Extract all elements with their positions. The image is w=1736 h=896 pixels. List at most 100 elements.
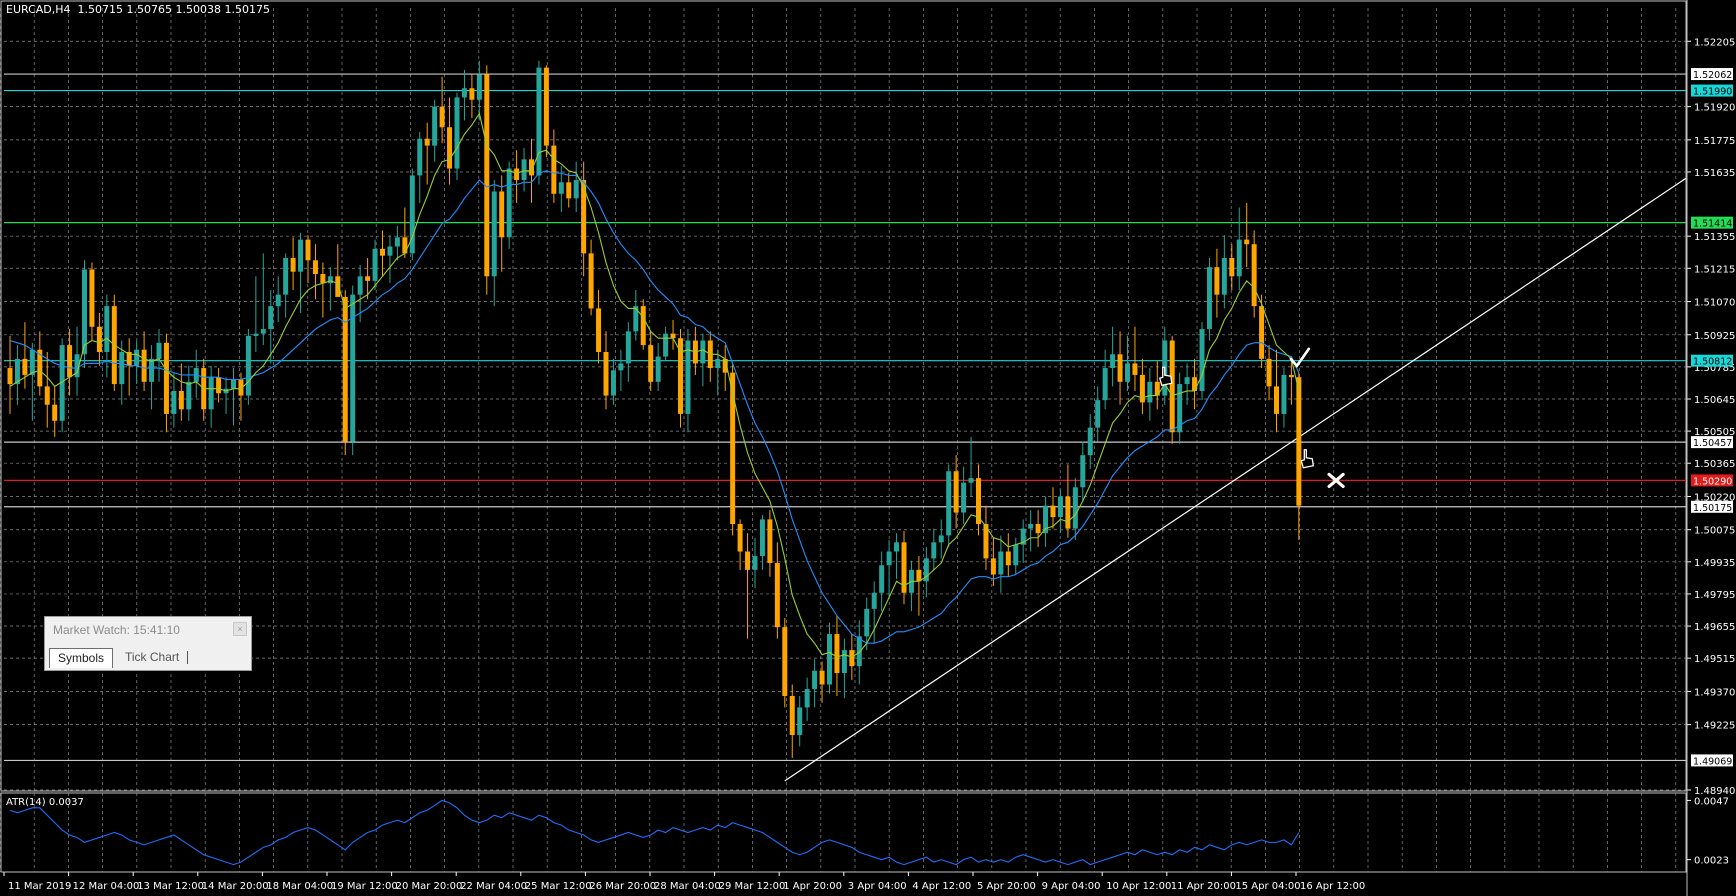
bull-candle [454,97,460,169]
bear-candle [849,650,855,667]
bear-candle [1035,523,1041,534]
bear-candle [37,349,43,387]
bull-candle [476,74,482,100]
chart-header: EURCAD,H4 1.50715 1.50765 1.50038 1.5017… [6,3,270,16]
bull-candle [1221,257,1227,295]
bear-candle [581,179,587,254]
candles [7,60,1302,758]
bull-candle [350,294,356,442]
time-label: 16 Apr 12:00 [1300,881,1365,892]
atr-tick-label: 0.0023 [1694,856,1729,867]
bear-candle [89,269,95,327]
level-price-tag [1691,354,1733,367]
bear-candle [976,478,981,524]
bear-candle [1229,257,1235,277]
level-price-label: 1.50457 [1693,438,1732,449]
bear-candle [1005,551,1011,566]
bull-candle [29,349,35,375]
bull-candle [1125,363,1130,382]
bear-candle [44,386,50,405]
bear-candle [216,377,222,394]
price-tick-label: 1.49515 [1694,654,1735,665]
bear-candle [648,345,654,382]
atr-line [9,799,1300,866]
time-label: 22 Mar 04:00 [460,881,527,892]
time-label: 9 Apr 04:00 [1042,881,1101,892]
price-tick-label: 1.51215 [1694,264,1735,275]
bear-candle [1117,354,1123,382]
bear-candle [163,342,169,414]
bull-candle [82,269,87,355]
time-label: 13 Mar 12:00 [137,881,204,892]
bull-candle [871,592,877,609]
bear-candle [1192,377,1198,391]
bull-candle [327,276,333,284]
bull-candle [260,329,266,334]
tab-tick-chart[interactable]: Tick Chart [125,650,180,664]
bull-candle [74,354,80,378]
price-tick-label: 1.50075 [1694,526,1735,537]
price-axis: 1.52205 1.51920 1.51775 1.51635 1.51355 1.512… [1686,0,1735,896]
bear-candle [312,260,318,275]
bear-candle [178,390,184,410]
price-tick-label: 1.49370 [1694,687,1735,698]
bear-candle [1169,340,1175,433]
close-icon[interactable]: × [233,622,247,636]
bull-candle [506,168,512,238]
bear-candle [834,634,840,674]
bear-candle [1274,386,1279,414]
price-tick-label: 1.51070 [1694,298,1735,309]
price-tick-label: 1.51775 [1694,136,1735,147]
time-label: 26 Mar 20:00 [589,881,656,892]
bull-candle [841,650,847,674]
bull-candle [1095,400,1101,428]
bear-candle [782,627,788,696]
bear-candle [126,351,132,366]
bull-candle [1236,239,1242,277]
bull-candle [491,191,497,277]
trendline [784,177,1687,782]
bear-candle [819,670,825,685]
bull-candle [864,608,870,637]
bull-candle [797,707,803,735]
bear-candle [566,182,572,199]
time-label: 18 Mar 04:00 [266,881,333,892]
bear-candle [990,558,996,575]
price-tick-label: 1.49225 [1694,721,1735,732]
bull-candle [625,331,631,364]
bear-candle [901,542,907,593]
bull-candle [1087,427,1093,456]
bear-candle [1050,505,1056,518]
bull-candle [1020,528,1026,545]
price-tick-label: 1.49795 [1694,590,1735,601]
bull-candle [521,159,527,180]
time-label: 1 Apr 20:00 [783,881,842,892]
bear-candle [640,306,646,346]
bull-candle [417,138,423,176]
bull-candle [827,634,832,685]
bull-candle [998,551,1004,575]
bull-candle [1177,384,1183,433]
atr-tick-label: 0.0047 [1694,796,1729,807]
market-watch-panel[interactable]: Market Watch: 15:41:10 × Symbols Tick Ch… [44,616,252,671]
bear-candle [1065,496,1071,529]
tab-symbols[interactable]: Symbols [49,648,114,668]
time-label: 20 Mar 20:00 [396,881,463,892]
time-label: 11 Apr 20:00 [1171,881,1236,892]
hand-pointer-icon [1300,449,1315,469]
bear-candle [305,239,311,261]
time-label: 15 Apr 04:00 [1235,881,1300,892]
bear-candle [96,326,102,352]
bull-candle [1072,487,1078,529]
ma-fast-line [9,112,1300,658]
atr-frame [0,792,1687,873]
bear-candle [789,695,795,735]
level-price-tag [1691,474,1733,487]
bull-candle [715,358,721,369]
hand-pointer-shape [1158,366,1173,386]
bull-candle [104,306,110,352]
bull-candle [1080,455,1086,488]
bear-candle [1139,374,1145,403]
